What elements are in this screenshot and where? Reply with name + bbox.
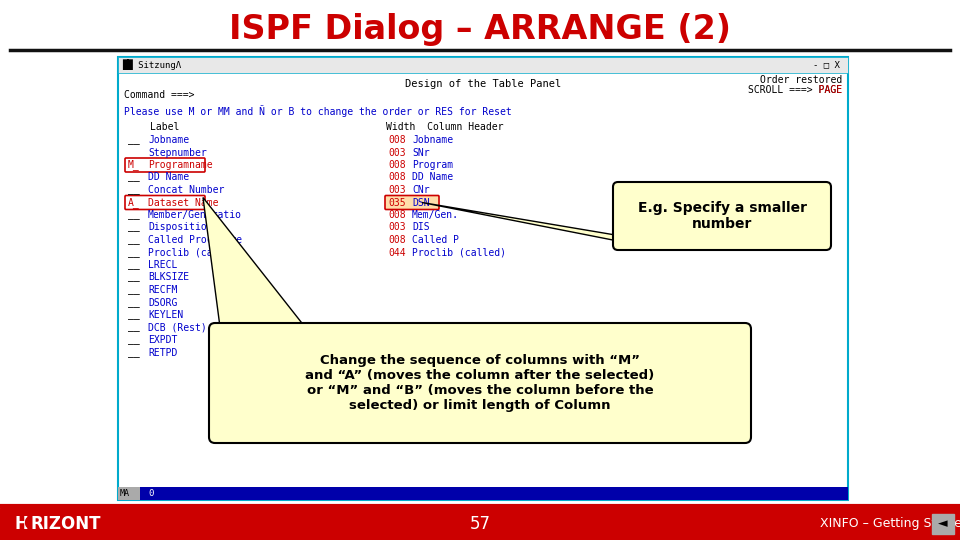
Text: __: __	[128, 310, 140, 320]
Text: Stepnumber: Stepnumber	[148, 147, 206, 158]
Text: Please use M or MM and Ñ or B to change the order or RES for Reset: Please use M or MM and Ñ or B to change …	[124, 105, 512, 117]
Text: Proclib (called): Proclib (called)	[412, 247, 506, 258]
Text: Proclib (called): Proclib (called)	[148, 247, 242, 258]
Text: Width  Column Header: Width Column Header	[386, 122, 503, 132]
Text: 008: 008	[388, 235, 406, 245]
Text: DSORG: DSORG	[148, 298, 178, 307]
Text: 003: 003	[388, 147, 406, 158]
Text: ◄: ◄	[938, 517, 948, 530]
Text: __: __	[128, 273, 140, 282]
Text: __: __	[128, 135, 140, 145]
Text: 008: 008	[388, 160, 406, 170]
Text: Jobname: Jobname	[148, 135, 189, 145]
Text: __: __	[128, 335, 140, 345]
Text: Dataset Name: Dataset Name	[148, 198, 219, 207]
Text: 003: 003	[388, 222, 406, 233]
Text: Called P: Called P	[412, 235, 459, 245]
Text: 0: 0	[148, 489, 154, 498]
Text: MA: MA	[120, 489, 130, 498]
Text: __: __	[128, 260, 140, 270]
Bar	[118, 487, 140, 500]
Text: ISPF Dialog – ARRANGE (2): ISPF Dialog – ARRANGE (2)	[229, 14, 731, 46]
Text: KEYLEN: KEYLEN	[148, 310, 183, 320]
Bar	[118, 487, 848, 500]
Text: DSN: DSN	[412, 198, 430, 207]
Text: CNr: CNr	[412, 185, 430, 195]
Text: O: O	[23, 515, 37, 533]
Text: __: __	[128, 298, 140, 307]
Text: Design of the Table Panel: Design of the Table Panel	[405, 79, 562, 89]
Text: ██ SitzungΛ: ██ SitzungΛ	[122, 59, 181, 70]
Polygon shape	[422, 202, 663, 243]
Text: 044: 044	[388, 247, 406, 258]
Text: Command ===>: Command ===>	[124, 90, 195, 100]
Text: Concat Number: Concat Number	[148, 185, 225, 195]
Text: __: __	[128, 235, 140, 245]
Text: DD Name: DD Name	[412, 172, 453, 183]
Text: SNr: SNr	[412, 147, 430, 158]
Text: __: __	[128, 322, 140, 333]
Text: BLKSIZE: BLKSIZE	[148, 273, 189, 282]
Text: __: __	[128, 247, 140, 258]
Text: Called Procedure: Called Procedure	[148, 235, 242, 245]
Bar	[932, 514, 954, 534]
Text: __: __	[128, 185, 140, 195]
Text: __: __	[128, 222, 140, 233]
Text: SCROLL ===> PAGE: SCROLL ===> PAGE	[748, 85, 842, 95]
Text: Disposition: Disposition	[148, 222, 212, 233]
Text: __: __	[128, 210, 140, 220]
Text: RECFM: RECFM	[148, 285, 178, 295]
Bar	[118, 57, 848, 500]
Text: __: __	[128, 285, 140, 295]
Text: RETPD: RETPD	[148, 348, 178, 357]
Text: Programname: Programname	[148, 160, 212, 170]
Bar	[0, 508, 960, 540]
Text: EXPDT: EXPDT	[148, 335, 178, 345]
Text: 003: 003	[388, 185, 406, 195]
Text: Order restored: Order restored	[759, 75, 842, 85]
Text: Jobname: Jobname	[412, 135, 453, 145]
Text: 57: 57	[469, 515, 491, 533]
Text: 008: 008	[388, 210, 406, 220]
Text: Member/Generatio: Member/Generatio	[148, 210, 242, 220]
FancyBboxPatch shape	[385, 195, 439, 210]
Text: Label: Label	[150, 122, 180, 132]
Text: XINFO – Getting Started – Dialog ISPF: XINFO – Getting Started – Dialog ISPF	[820, 517, 960, 530]
Text: DIS: DIS	[412, 222, 430, 233]
Text: Change the sequence of columns with “M”
and “A” (moves the column after the sele: Change the sequence of columns with “M” …	[305, 354, 655, 412]
Text: 008: 008	[388, 135, 406, 145]
Text: 035: 035	[388, 198, 406, 207]
Text: 008: 008	[388, 172, 406, 183]
Text: - □ X: - □ X	[813, 60, 840, 70]
Text: A_: A_	[128, 197, 140, 208]
Polygon shape	[203, 198, 305, 327]
Bar	[118, 57, 848, 73]
Text: DD Name: DD Name	[148, 172, 189, 183]
Text: DCB (Rest): DCB (Rest)	[148, 322, 206, 333]
FancyBboxPatch shape	[209, 323, 751, 443]
Text: H: H	[15, 515, 29, 533]
FancyBboxPatch shape	[613, 182, 831, 250]
Text: LRECL: LRECL	[148, 260, 178, 270]
Text: RIZONT: RIZONT	[31, 515, 102, 533]
Text: __: __	[128, 348, 140, 357]
Text: M_: M_	[128, 159, 140, 171]
Text: __: __	[128, 172, 140, 183]
Text: E.g. Specify a smaller
number: E.g. Specify a smaller number	[637, 201, 806, 231]
Text: PAGE: PAGE	[712, 85, 842, 95]
Text: Program: Program	[412, 160, 453, 170]
Text: Mem/Gen.: Mem/Gen.	[412, 210, 459, 220]
